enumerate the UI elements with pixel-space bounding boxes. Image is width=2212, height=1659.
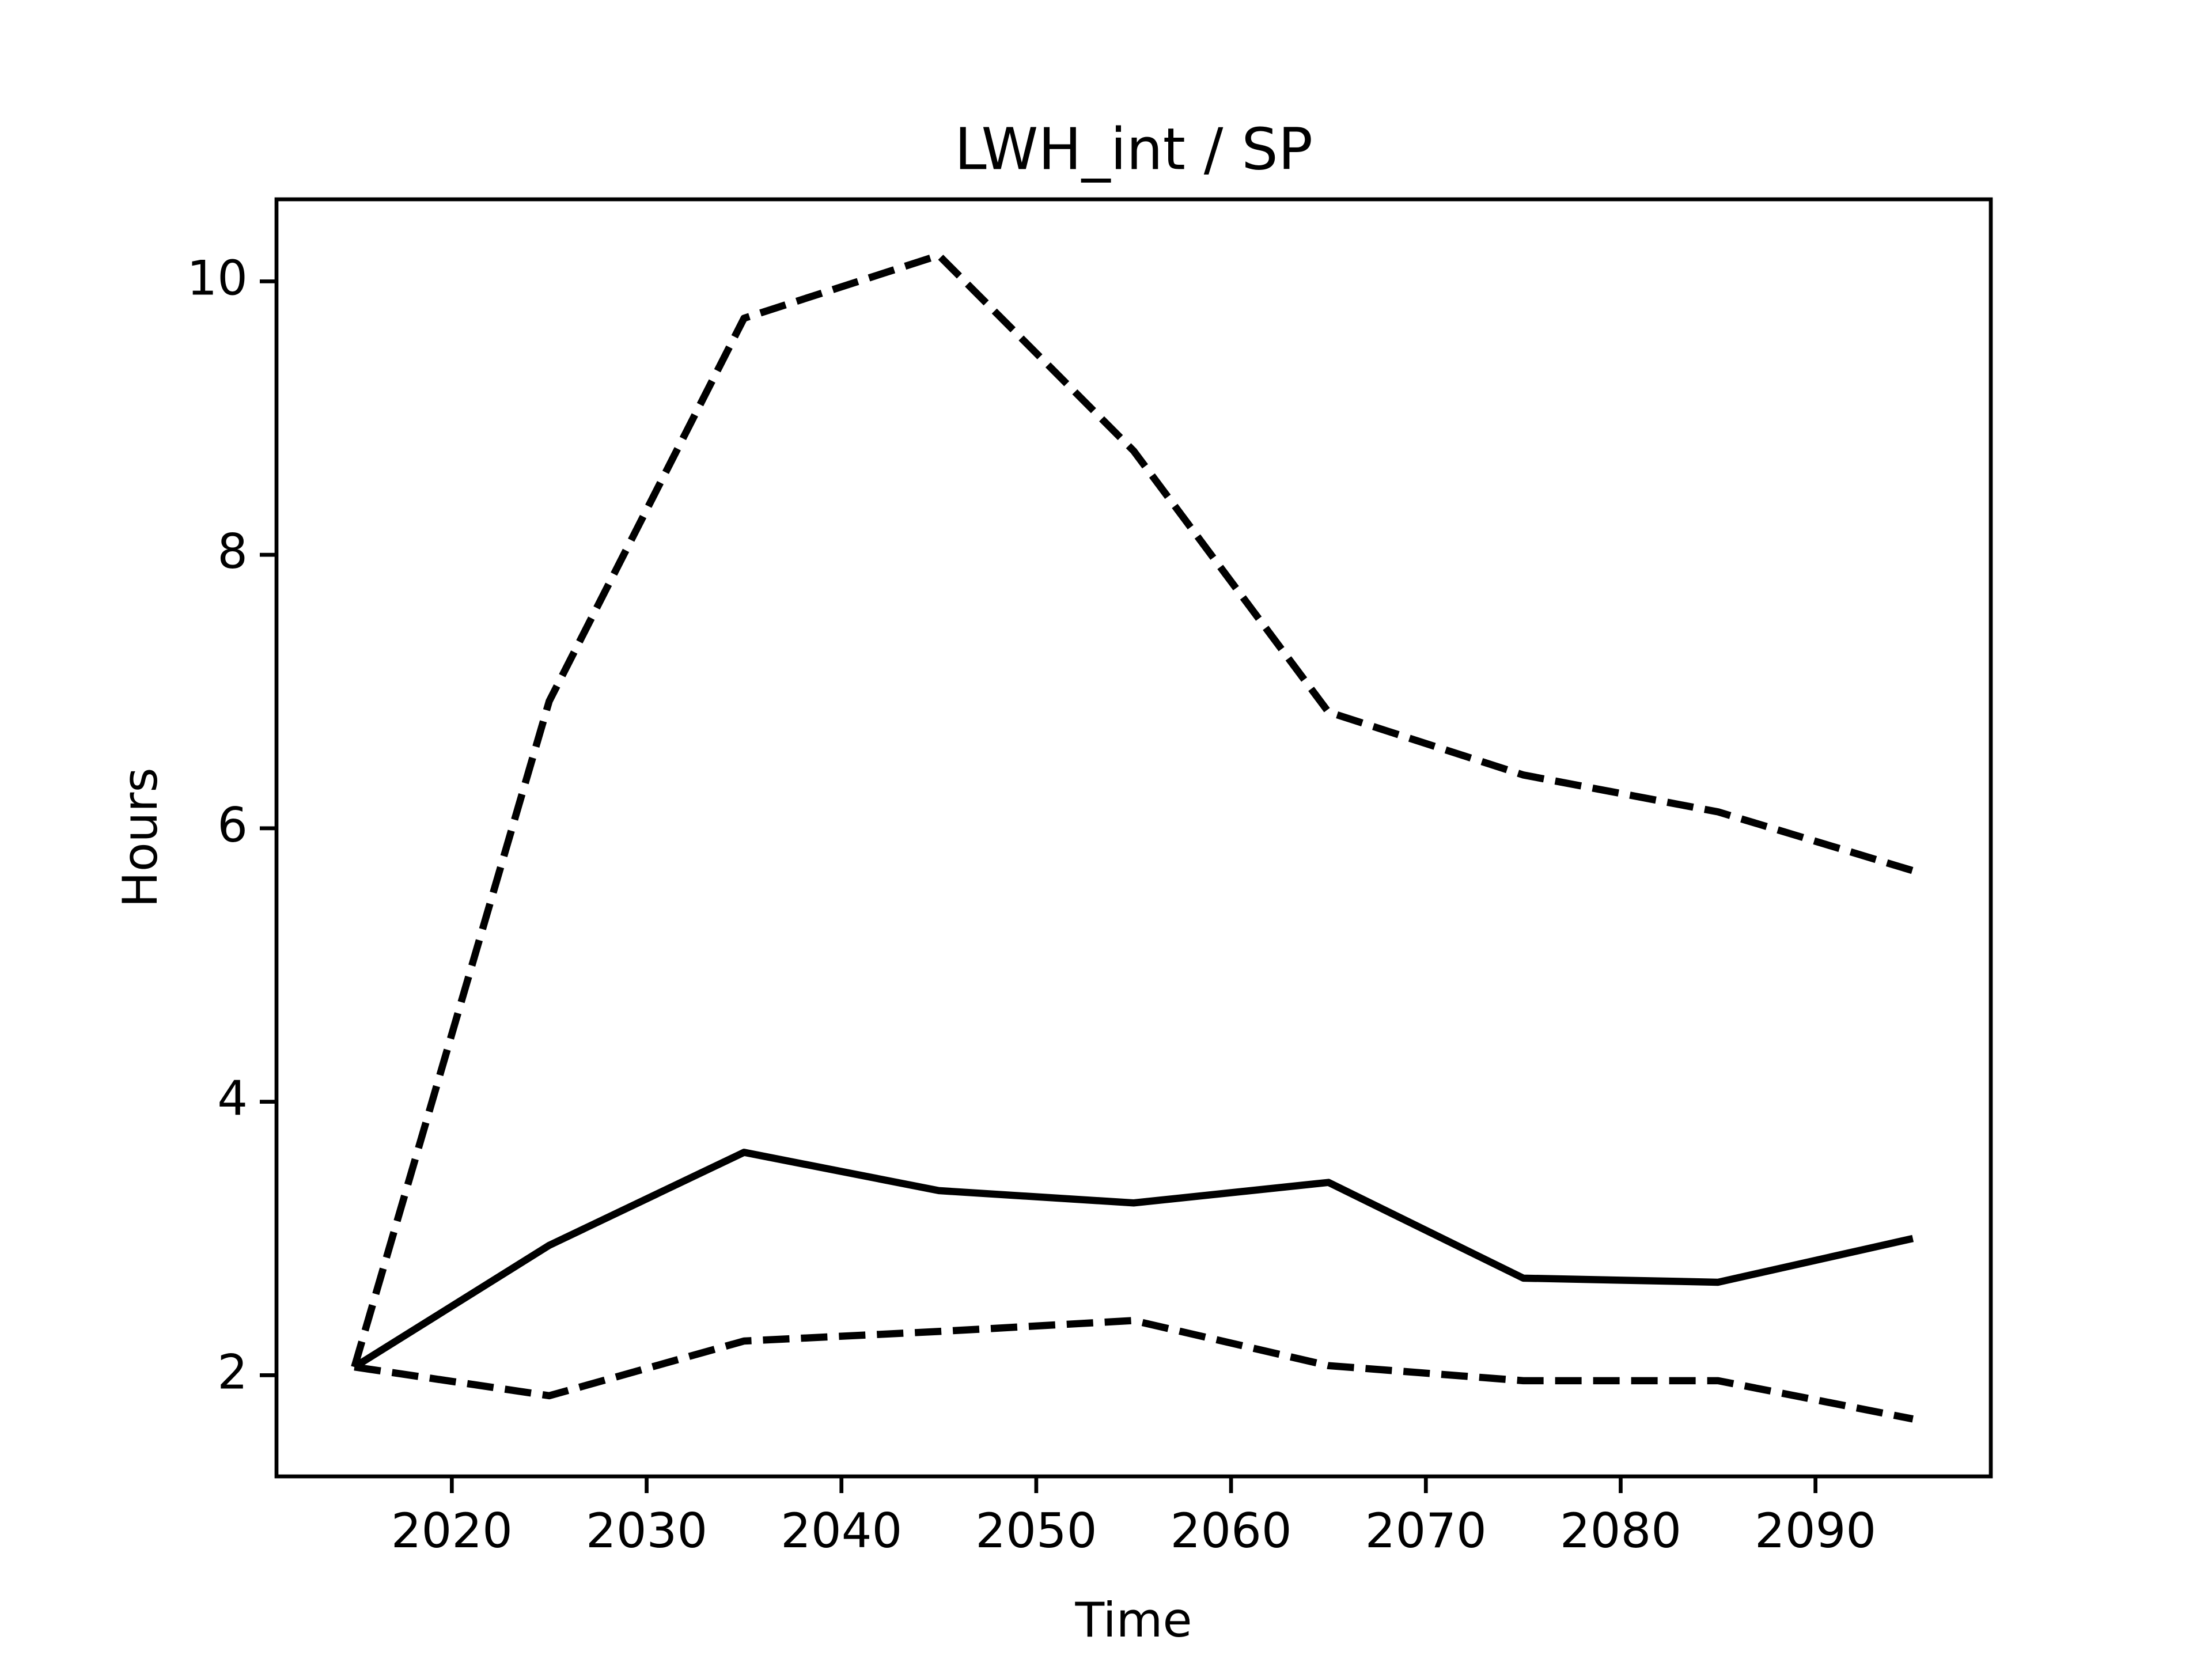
line-series bbox=[352, 1149, 1914, 1370]
x-tick-label: 2090 bbox=[1755, 1503, 1876, 1559]
line-series bbox=[354, 1317, 1914, 1423]
y-axis-label: Hours bbox=[112, 767, 168, 907]
y-tick-label: 4 bbox=[217, 1071, 248, 1127]
x-tick-label: 2040 bbox=[781, 1503, 902, 1559]
y-tick-label: 6 bbox=[217, 797, 248, 853]
chart-title: LWH_int / SP bbox=[955, 115, 1313, 183]
x-tick-label: 2020 bbox=[391, 1503, 513, 1559]
y-tick-label: 8 bbox=[217, 524, 248, 579]
y-tick-label: 2 bbox=[217, 1344, 248, 1400]
line-series bbox=[351, 252, 1914, 1368]
x-tick-label: 2050 bbox=[975, 1503, 1097, 1559]
x-tick-label: 2080 bbox=[1560, 1503, 1681, 1559]
x-tick-label: 2030 bbox=[586, 1503, 707, 1559]
x-axis-label: Time bbox=[1074, 1592, 1192, 1648]
x-tick-label: 2060 bbox=[1170, 1503, 1291, 1559]
y-tick-label: 10 bbox=[187, 250, 248, 306]
x-tick-label: 2070 bbox=[1365, 1503, 1487, 1559]
axes-frame bbox=[274, 197, 1993, 1479]
